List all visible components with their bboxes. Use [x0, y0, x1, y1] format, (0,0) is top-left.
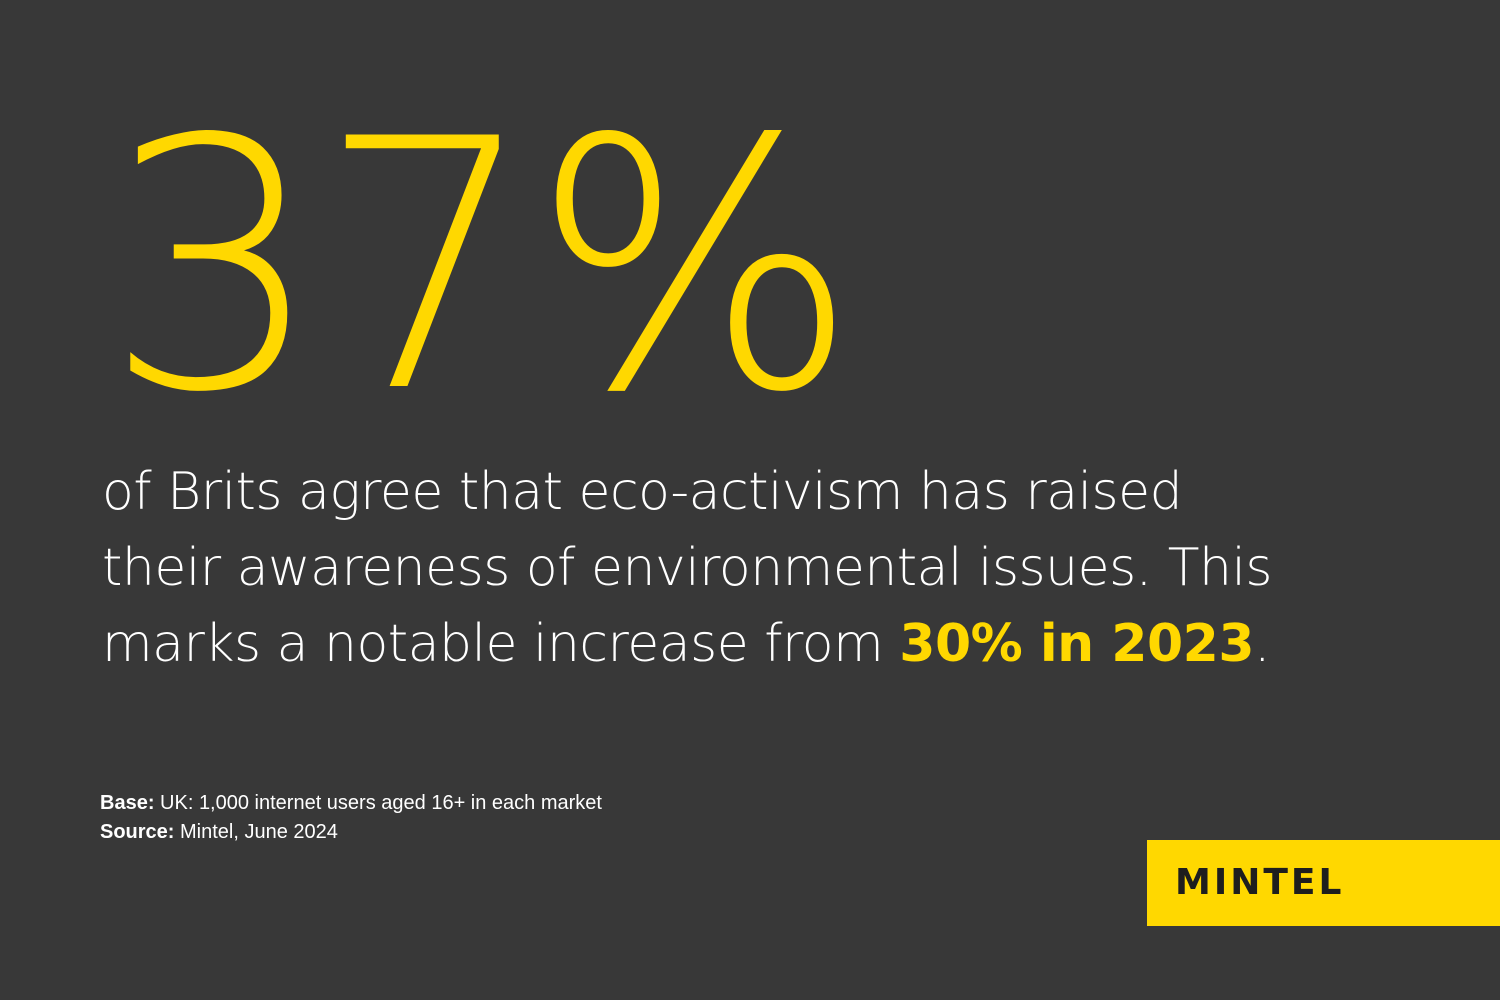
- base-text: UK: 1,000 internet users aged 16+ in eac…: [154, 792, 602, 814]
- statement-line-3-prefix: marks a notable increase from: [102, 614, 900, 674]
- statement-line-1: of Brits agree that eco-activism has rai…: [102, 462, 1183, 522]
- statement-line-3-suffix: .: [1254, 614, 1271, 674]
- base-note: Base: UK: 1,000 internet users aged 16+ …: [100, 789, 602, 818]
- source-note: Source: Mintel, June 2024: [100, 818, 602, 847]
- source-label: Source:: [100, 821, 175, 843]
- footnotes: Base: UK: 1,000 internet users aged 16+ …: [100, 789, 602, 847]
- source-text: Mintel, June 2024: [174, 821, 338, 843]
- statement-text: of Brits agree that eco-activism has rai…: [102, 454, 1422, 682]
- statement-line-2: their awareness of environmental issues.…: [102, 538, 1273, 598]
- mintel-logo: MINTEL: [1147, 840, 1500, 926]
- headline-statistic: 37%: [104, 67, 859, 468]
- statement-highlight: 30% in 2023: [899, 614, 1255, 674]
- base-label: Base:: [100, 792, 155, 814]
- logo-wordmark: MINTEL: [1175, 862, 1345, 903]
